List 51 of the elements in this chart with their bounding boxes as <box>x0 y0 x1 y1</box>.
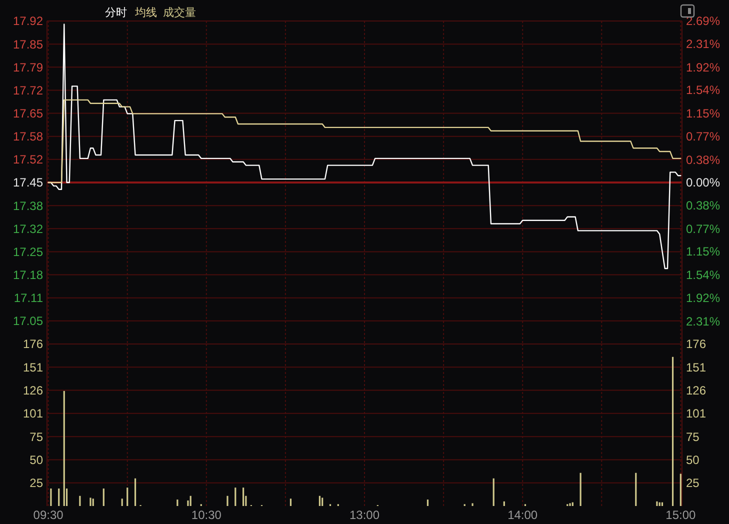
y2-tick-label: 0.77% <box>686 222 720 236</box>
y-tick-label: 17.52 <box>12 152 44 167</box>
y2-tick-label: 176 <box>686 337 706 352</box>
y-tick-label: 17.32 <box>12 222 44 236</box>
y2-tick-label: 0.00% <box>686 176 720 190</box>
y-tick-label: 17.85 <box>12 37 44 52</box>
y2-tick-label: 1.15% <box>686 106 720 121</box>
x-tick-label: 09:30 <box>33 508 64 522</box>
y2-tick-label: 75 <box>686 430 700 444</box>
y-tick-label: 17.05 <box>12 314 44 328</box>
y2-tick-label: 2.31% <box>686 37 720 52</box>
y-tick-label: 151 <box>22 360 44 374</box>
y2-tick-label: 126 <box>686 383 706 398</box>
y-tick-label: 17.72 <box>12 83 44 98</box>
text: 成交量 <box>163 6 196 19</box>
x-tick-label: 10:30 <box>191 508 222 522</box>
y2-tick-label: 0.38% <box>686 152 720 167</box>
text: 均线 <box>134 6 157 19</box>
y-tick-label: 17.79 <box>12 60 44 74</box>
y2-tick-label: 2.31% <box>686 314 720 328</box>
y-tick-label: 17.11 <box>14 291 44 306</box>
y-tick-label: 50 <box>30 452 44 467</box>
text: 分时 <box>105 6 127 19</box>
y2-tick-label: 50 <box>686 452 700 467</box>
y-tick-label: 17.65 <box>12 106 44 120</box>
y-tick-label: 17.38 <box>12 198 44 213</box>
x-tick-label: 14:00 <box>508 508 538 522</box>
y-tick-label: 17.45 <box>12 176 44 190</box>
y2-tick-label: 1.92% <box>686 60 720 74</box>
y2-tick-label: 25 <box>686 476 700 490</box>
y2-tick-label: 1.54% <box>686 268 720 282</box>
y-tick-label: 25 <box>30 476 44 490</box>
y2-tick-label: 151 <box>686 360 706 374</box>
y2-tick-label: 0.77% <box>686 129 720 144</box>
y2-tick-label: 1.54% <box>686 83 720 98</box>
y-tick-label: 176 <box>22 337 44 352</box>
y-tick-label: 17.58 <box>12 130 44 144</box>
y-tick-label: 75 <box>30 430 44 444</box>
y2-tick-label: 2.69% <box>686 14 720 28</box>
line-series <box>48 99 682 184</box>
y2-tick-label: 1.15% <box>686 244 720 259</box>
y-tick-label: 17.18 <box>12 268 44 282</box>
y-tick-label: 101 <box>22 406 44 421</box>
y2-tick-label: 1.92% <box>686 290 720 305</box>
x-tick-label: 15:00 <box>666 508 696 522</box>
y2-tick-label: 101 <box>686 406 706 421</box>
y2-tick-label: 0.38% <box>686 198 720 213</box>
y-tick-label: 17.92 <box>12 14 44 28</box>
x-tick-label: 13:00 <box>349 508 380 522</box>
y-tick-label: 126 <box>22 383 44 398</box>
y-tick-label: 17.25 <box>12 244 44 259</box>
